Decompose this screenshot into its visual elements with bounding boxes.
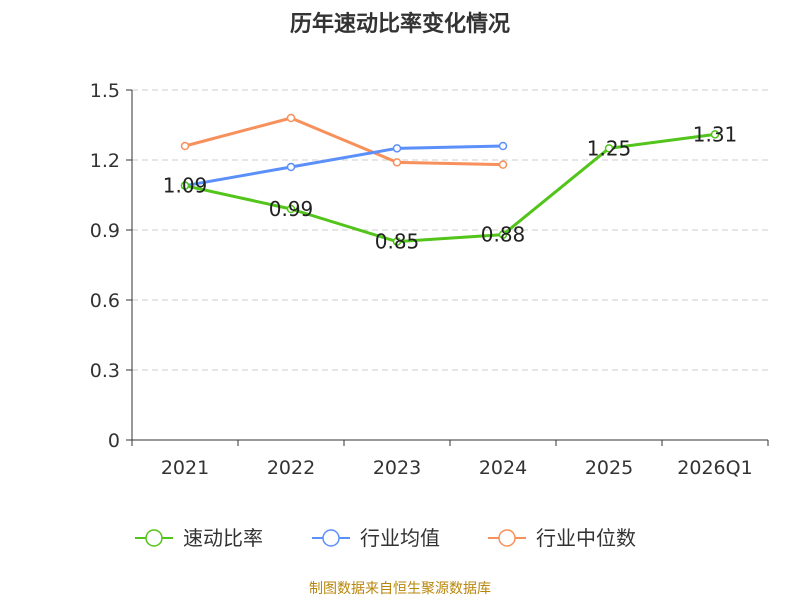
data-label: 0.85	[375, 230, 420, 254]
legend-label: 速动比率	[183, 526, 263, 550]
source-note: 制图数据来自恒生聚源数据库	[309, 581, 491, 597]
series-line	[184, 116, 504, 167]
data-point	[392, 144, 402, 153]
series-line	[184, 132, 716, 244]
data-point	[286, 162, 296, 172]
chart-title: 历年速动比率变化情况	[289, 12, 510, 37]
data-point	[180, 141, 190, 151]
x-tick-label: 2022	[267, 457, 315, 479]
data-point	[180, 181, 190, 190]
y-tick-label: 1.2	[90, 150, 120, 172]
y-tick-label: 0.9	[90, 220, 120, 242]
data-point	[392, 158, 402, 167]
data-label: 0.88	[481, 223, 526, 247]
data-point	[498, 230, 508, 239]
x-tick-label: 2021	[161, 457, 209, 479]
data-point	[498, 141, 508, 151]
data-label: 0.99	[269, 197, 314, 221]
y-tick-label: 0	[108, 430, 120, 452]
data-point	[286, 113, 296, 123]
legend-label: 行业中位数	[536, 526, 636, 550]
x-tick-label: 2023	[373, 457, 421, 479]
data-point	[392, 237, 402, 246]
legend-swatch-marker	[498, 529, 516, 547]
data-point	[498, 160, 508, 169]
data-point	[286, 204, 296, 214]
data-label: 1.25	[587, 136, 632, 160]
x-tick-label: 2025	[585, 457, 633, 479]
legend-swatch-marker	[322, 529, 340, 547]
data-point	[604, 144, 614, 153]
legend-label: 行业均值	[360, 526, 440, 550]
y-tick-label: 0.3	[90, 360, 120, 382]
x-tick-label: 2026Q1	[677, 457, 752, 479]
legend-swatch-marker	[145, 529, 163, 547]
data-label: 1.31	[693, 122, 738, 146]
series-line	[184, 144, 504, 188]
x-tick-label: 2024	[479, 457, 527, 479]
data-point	[710, 130, 720, 139]
y-tick-label: 0.6	[90, 290, 120, 312]
y-tick-label: 1.5	[90, 80, 120, 102]
data-label: 1.09	[163, 174, 208, 198]
